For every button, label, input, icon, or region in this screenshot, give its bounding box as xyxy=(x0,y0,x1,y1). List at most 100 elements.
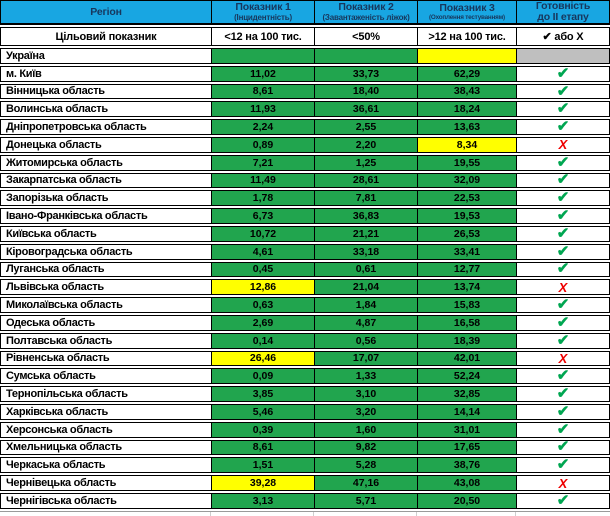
region-name: Херсонська область xyxy=(6,423,113,436)
cell-indicator3: 33,41 xyxy=(417,244,516,259)
cross-icon: X xyxy=(558,351,568,366)
cell-indicator3: 42,01 xyxy=(417,351,516,366)
cell-indicator2: 21,04 xyxy=(314,280,417,295)
cell-readiness: ✔ xyxy=(516,102,609,117)
cell-readiness: ✔ xyxy=(516,66,609,81)
check-icon: ✔ xyxy=(556,298,570,312)
cell-indicator3: 8,34 xyxy=(417,137,516,152)
check-icon: ✔ xyxy=(556,369,570,384)
table-row: Україна xyxy=(0,48,610,64)
cell-indicator3: 32,85 xyxy=(417,387,516,401)
check-icon: ✔ xyxy=(556,244,570,259)
table-row: Чернівецька область 39,28 47,16 43,08 X xyxy=(0,475,610,491)
region-name: Вінницька область xyxy=(6,85,105,98)
cell-indicator1: 11,49 xyxy=(211,173,314,188)
check-icon: ✔ xyxy=(556,458,570,473)
check-icon: ✔ xyxy=(556,333,570,348)
cell-indicator3: 32,09 xyxy=(417,173,516,188)
cell-indicator1: 3,85 xyxy=(211,387,314,401)
cell-indicator1: 0,89 xyxy=(211,137,314,152)
cell-indicator1: 0,39 xyxy=(211,422,314,437)
check-icon: ✔ xyxy=(556,102,570,117)
table-row: Хмельницька область 8,61 9,82 17,65 ✔ xyxy=(0,439,610,456)
check-icon: ✔ xyxy=(556,120,570,134)
cell-indicator2: 9,82 xyxy=(314,440,417,455)
table-row: Івано-Франківська область 6,73 36,83 19,53 ✔ xyxy=(0,208,610,224)
check-icon: ✔ xyxy=(556,262,570,277)
table-body: Україна м. Київ 11,02 33,73 62,29 ✔ Вінницька … xyxy=(0,48,610,509)
header-row: Регіон Показник 1 (Інцидентність) Показн… xyxy=(0,0,610,25)
check-icon: ✔ xyxy=(556,315,570,330)
cell-readiness: X xyxy=(516,351,609,366)
region-name: Чернігівська область xyxy=(6,494,117,507)
cell-indicator3: 14,14 xyxy=(417,404,516,419)
cell-indicator3: 52,24 xyxy=(417,369,516,384)
indicator2-title: Показник 2 xyxy=(338,1,394,13)
cell-indicator3: 15,83 xyxy=(417,298,516,312)
cell-indicator3: 38,43 xyxy=(417,84,516,99)
region-name: Одеська область xyxy=(6,316,95,329)
check-icon: ✔ xyxy=(556,387,570,401)
cell-indicator2: 2,55 xyxy=(314,120,417,134)
cell-indicator2: 3,20 xyxy=(314,404,417,419)
cell-indicator1: 1,78 xyxy=(211,191,314,206)
cell-indicator2: 17,07 xyxy=(314,351,417,366)
cell-indicator2: 36,61 xyxy=(314,102,417,117)
cell-indicator3: 43,08 xyxy=(417,476,516,490)
check-icon: ✔ xyxy=(556,84,570,99)
table-row: Львівська область 12,86 21,04 13,74 X xyxy=(0,279,610,296)
table-row: Донецька область 0,89 2,20 8,34 X xyxy=(0,136,610,153)
table-row: Харківська область 5,46 3,20 14,14 ✔ xyxy=(0,403,610,420)
cell-readiness: ✔ xyxy=(516,226,609,241)
cell-readiness: ✔ xyxy=(516,155,609,170)
cell-indicator1: 8,61 xyxy=(211,440,314,455)
indicator3-title: Показник 3 xyxy=(439,1,495,14)
table-row: Чернігівська область 3,13 5,71 20,50 ✔ xyxy=(0,492,610,509)
cell-readiness: ✔ xyxy=(516,84,609,99)
cross-icon: X xyxy=(558,137,568,152)
partial-grid-row xyxy=(0,510,610,516)
region-name: Миколаївська область xyxy=(6,299,123,312)
check-icon: ✔ xyxy=(556,422,570,437)
region-name: Україна xyxy=(6,49,45,62)
cell-indicator1: 3,13 xyxy=(211,493,314,508)
table-row: Запорізька область 1,78 7,81 22,53 ✔ xyxy=(0,190,610,207)
table-row: Житомирська область 7,21 1,25 19,55 ✔ xyxy=(0,154,610,171)
cell-indicator1: 1,51 xyxy=(211,458,314,473)
cell-readiness: ✔ xyxy=(516,262,609,277)
table-row: Луганська область 0,45 0,61 12,77 ✔ xyxy=(0,261,610,278)
cell-readiness: X xyxy=(516,137,609,152)
region-name: Закарпатська область xyxy=(6,174,122,187)
cell-readiness: ✔ xyxy=(516,333,609,348)
cell-indicator1: 12,86 xyxy=(211,280,314,295)
cell-indicator3: 13,63 xyxy=(417,120,516,134)
column-header-region-label: Регіон xyxy=(90,5,122,18)
cell-indicator2: 4,87 xyxy=(314,315,417,330)
cell-indicator1: 0,63 xyxy=(211,298,314,312)
cell-indicator1: 10,72 xyxy=(211,226,314,241)
cell-indicator1: 0,45 xyxy=(211,262,314,277)
table-row: Черкаська область 1,51 5,28 38,76 ✔ xyxy=(0,457,610,474)
cell-indicator1: 0,09 xyxy=(211,369,314,384)
cell-indicator2: 7,81 xyxy=(314,191,417,206)
cell-indicator1: 7,21 xyxy=(211,155,314,170)
cell-indicator3: 16,58 xyxy=(417,315,516,330)
region-name: Тернопільська область xyxy=(6,388,128,401)
indicator2-subtitle: (Завантаженість ліжок) xyxy=(322,13,410,22)
region-name: Рівненська область xyxy=(6,352,110,365)
column-header-indicator3: Показник 3 (Охоплення тестуванням) xyxy=(417,1,516,23)
cell-indicator3: 13,74 xyxy=(417,280,516,295)
table-row: Миколаївська область 0,63 1,84 15,83 ✔ xyxy=(0,297,610,313)
cell-indicator2: 1,84 xyxy=(314,298,417,312)
cell-readiness: ✔ xyxy=(516,404,609,419)
region-name: Чернівецька область xyxy=(6,477,117,490)
cell-readiness: X xyxy=(516,476,609,490)
cell-readiness: ✔ xyxy=(516,387,609,401)
check-icon: ✔ xyxy=(556,493,570,508)
cell-indicator3: 12,77 xyxy=(417,262,516,277)
cell-indicator2 xyxy=(314,49,417,63)
check-icon: ✔ xyxy=(556,440,570,455)
table-row: Тернопільська область 3,85 3,10 32,85 ✔ xyxy=(0,386,610,402)
cell-indicator2: 33,73 xyxy=(314,66,417,81)
cell-readiness: ✔ xyxy=(516,440,609,455)
